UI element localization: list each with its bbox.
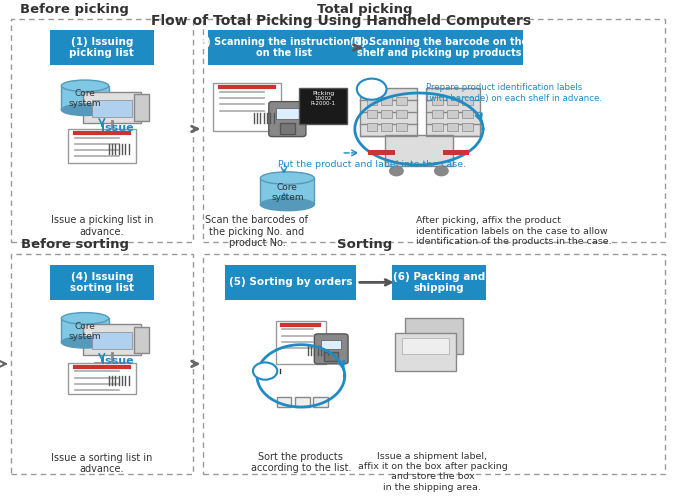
Text: Issue a picking list in
advance.: Issue a picking list in advance.: [50, 215, 153, 237]
FancyBboxPatch shape: [275, 108, 299, 119]
FancyBboxPatch shape: [134, 94, 149, 120]
Text: Sorting: Sorting: [337, 238, 392, 251]
FancyBboxPatch shape: [355, 30, 524, 64]
FancyBboxPatch shape: [381, 110, 392, 118]
FancyBboxPatch shape: [385, 135, 453, 166]
FancyBboxPatch shape: [432, 110, 443, 118]
FancyBboxPatch shape: [269, 102, 306, 136]
FancyBboxPatch shape: [443, 150, 469, 156]
FancyBboxPatch shape: [61, 86, 109, 110]
FancyBboxPatch shape: [396, 110, 407, 118]
Circle shape: [390, 166, 403, 175]
Text: Issue: Issue: [101, 122, 134, 132]
Text: (6) Packing and
shipping: (6) Packing and shipping: [393, 272, 486, 293]
FancyBboxPatch shape: [277, 398, 292, 407]
Ellipse shape: [260, 198, 314, 210]
FancyBboxPatch shape: [299, 88, 347, 124]
FancyBboxPatch shape: [462, 110, 473, 118]
Text: After picking, affix the product
identification labels on the case to allow
iden: After picking, affix the product identif…: [415, 216, 611, 246]
Text: Before sorting: Before sorting: [20, 238, 129, 251]
FancyBboxPatch shape: [50, 30, 154, 64]
FancyBboxPatch shape: [402, 338, 449, 354]
FancyBboxPatch shape: [92, 332, 132, 349]
Text: Before picking: Before picking: [20, 4, 129, 16]
Text: Core
system: Core system: [69, 322, 101, 341]
FancyBboxPatch shape: [432, 122, 443, 132]
FancyBboxPatch shape: [462, 122, 473, 132]
FancyBboxPatch shape: [369, 150, 395, 156]
FancyBboxPatch shape: [208, 30, 360, 64]
Text: Issue a sorting list in
advance.: Issue a sorting list in advance.: [51, 452, 152, 474]
FancyBboxPatch shape: [447, 122, 458, 132]
FancyBboxPatch shape: [396, 97, 407, 106]
Text: (5) Sorting by orders: (5) Sorting by orders: [229, 278, 352, 287]
Text: (2) Scanning the instruction No.
on the list: (2) Scanning the instruction No. on the …: [195, 36, 373, 58]
Text: (1) Issuing
picking list: (1) Issuing picking list: [69, 36, 134, 58]
FancyBboxPatch shape: [367, 110, 377, 118]
Text: Total picking: Total picking: [317, 4, 413, 16]
FancyBboxPatch shape: [279, 124, 295, 134]
Text: Issue a shipment label,
affix it on the box after packing
and store the box
in t: Issue a shipment label, affix it on the …: [358, 452, 507, 492]
Circle shape: [357, 78, 386, 100]
FancyBboxPatch shape: [313, 398, 328, 407]
FancyBboxPatch shape: [447, 97, 458, 106]
FancyBboxPatch shape: [213, 84, 281, 132]
FancyBboxPatch shape: [367, 97, 377, 106]
Text: Core
system: Core system: [69, 89, 101, 108]
FancyBboxPatch shape: [83, 324, 141, 356]
FancyBboxPatch shape: [381, 97, 392, 106]
FancyBboxPatch shape: [381, 122, 392, 132]
FancyBboxPatch shape: [426, 88, 479, 136]
FancyBboxPatch shape: [395, 332, 456, 371]
Text: Picking: Picking: [312, 92, 335, 96]
Text: Core
system: Core system: [271, 182, 304, 202]
Text: Sort the products
according to the list.: Sort the products according to the list.: [251, 452, 351, 473]
FancyBboxPatch shape: [314, 334, 348, 364]
FancyBboxPatch shape: [61, 318, 109, 342]
FancyBboxPatch shape: [256, 368, 273, 374]
Text: Issue: Issue: [101, 356, 134, 366]
Ellipse shape: [61, 336, 109, 348]
Text: Put the product and label into the case.: Put the product and label into the case.: [277, 160, 466, 170]
FancyBboxPatch shape: [462, 97, 473, 106]
Text: (4) Issuing
sorting list: (4) Issuing sorting list: [70, 272, 134, 293]
Ellipse shape: [61, 312, 109, 324]
FancyBboxPatch shape: [68, 362, 135, 394]
FancyBboxPatch shape: [362, 84, 381, 94]
FancyBboxPatch shape: [275, 320, 326, 364]
Ellipse shape: [61, 104, 109, 116]
Text: Flow of Total Picking Using Handheld Computers: Flow of Total Picking Using Handheld Com…: [151, 14, 531, 28]
FancyBboxPatch shape: [294, 398, 309, 407]
FancyBboxPatch shape: [260, 178, 314, 204]
Circle shape: [253, 362, 277, 380]
Text: Prepare product identification labels
(with barcode) on each shelf in advance.: Prepare product identification labels (w…: [426, 84, 602, 102]
FancyBboxPatch shape: [83, 92, 141, 123]
FancyBboxPatch shape: [432, 97, 443, 106]
FancyBboxPatch shape: [405, 318, 463, 354]
FancyBboxPatch shape: [321, 340, 341, 349]
FancyBboxPatch shape: [360, 88, 418, 136]
FancyBboxPatch shape: [447, 110, 458, 118]
Text: Scan the barcodes of
the picking No. and
product No.: Scan the barcodes of the picking No. and…: [205, 215, 309, 248]
Ellipse shape: [61, 80, 109, 92]
Text: (3) Scanning the barcode on the
shelf and picking up products: (3) Scanning the barcode on the shelf an…: [350, 36, 528, 58]
FancyBboxPatch shape: [68, 129, 135, 162]
FancyBboxPatch shape: [392, 265, 486, 300]
FancyBboxPatch shape: [324, 352, 338, 362]
FancyBboxPatch shape: [396, 122, 407, 132]
FancyBboxPatch shape: [367, 122, 377, 132]
Circle shape: [435, 166, 448, 175]
FancyBboxPatch shape: [50, 265, 154, 300]
Text: 10002: 10002: [314, 96, 332, 101]
Text: R-2000-1: R-2000-1: [311, 101, 336, 106]
FancyBboxPatch shape: [134, 326, 149, 353]
FancyBboxPatch shape: [92, 100, 132, 116]
Ellipse shape: [260, 172, 314, 184]
FancyBboxPatch shape: [225, 265, 356, 300]
